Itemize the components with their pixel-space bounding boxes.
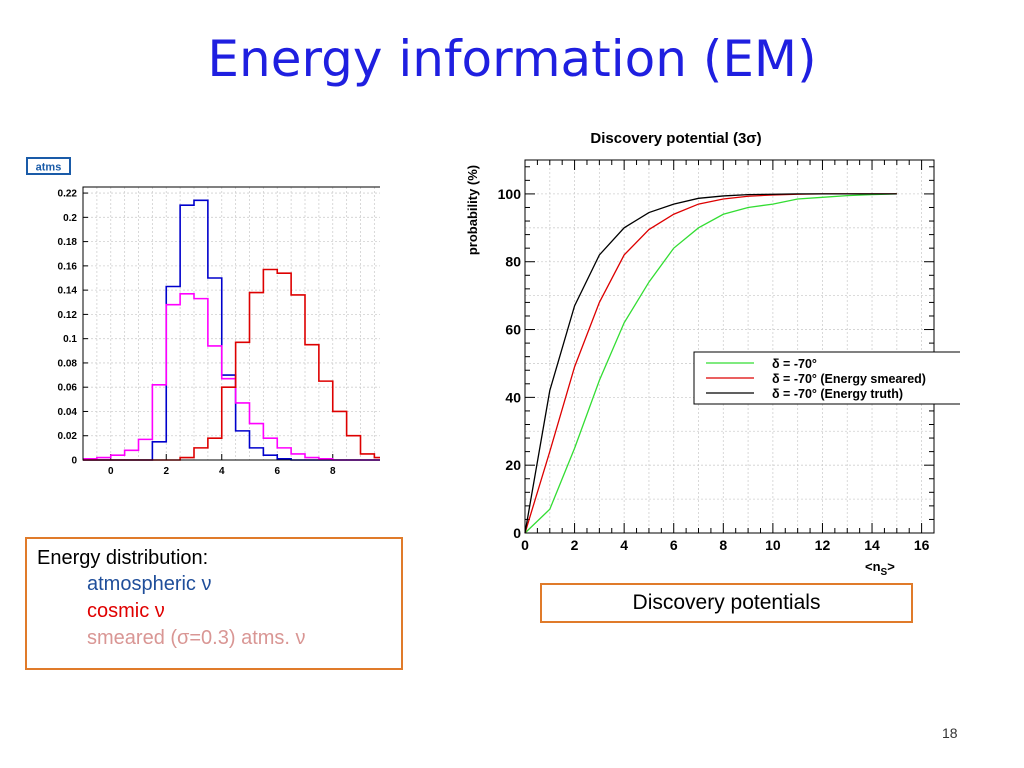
discovery-caption: Discovery potentials [540,583,913,623]
y-tick-label: 0.14 [58,286,78,297]
y-tick-label: 0 [513,525,521,541]
x-tick-label: 4 [219,466,225,477]
y-tick-label: 0.22 [58,189,78,200]
y-tick-label: 0.08 [58,358,78,369]
y-tick-label: 0.12 [58,310,78,321]
legend-label-1: δ = -70° (Energy smeared) [772,372,926,386]
histogram-grid [82,187,380,461]
energy-histogram-chart: atms 0 0.02 0.04 0.06 0.08 0.1 0.12 0.14 0.16 0.1… [26,157,380,477]
y-axis-label: probability (%) [465,165,480,255]
discovery-plot-area [525,160,934,533]
y-tick-label: 0.18 [58,237,78,248]
y-tick-label: 40 [505,389,521,405]
x-tick-label: 8 [719,537,727,553]
energy-distribution-heading: Energy distribution: [37,547,209,569]
x-tick-label: 0 [521,537,529,553]
discovery-ticks: 0 2 4 6 8 10 12 14 16 0 20 40 60 80 100 [498,160,935,553]
x-tick-label: 12 [815,537,831,553]
x-tick-label: 6 [670,537,678,553]
y-tick-label: 0.16 [58,261,78,272]
x-tick-label: 14 [864,537,880,553]
y-tick-label: 0.2 [63,213,77,224]
x-tick-label: 4 [620,537,628,553]
y-tick-label: 0 [71,456,77,467]
y-tick-label: 0.06 [58,383,78,394]
x-axis-label: <nS> [865,559,895,578]
x-tick-label: 10 [765,537,781,553]
x-tick-label: 6 [274,466,280,477]
stat-box [26,157,71,175]
legend-cosmic: cosmic ν [87,600,165,622]
discovery-frame [524,159,935,534]
discovery-series-2 [524,193,897,534]
legend-label-2: δ = -70° (Energy truth) [772,387,903,401]
y-tick-label: 0.04 [58,407,78,418]
x-tick-label: 8 [330,466,336,477]
histogram-ticks: 0 0.02 0.04 0.06 0.08 0.1 0.12 0.14 0.16 0.18 0.2 0… [58,189,336,477]
legend-label-0: δ = -70° [772,357,817,371]
legend-smeared: smeared (σ=0.3) atms. ν [87,627,306,649]
discovery-legend: δ = -70°δ = -70° (Energy smeared)δ = -70… [693,351,960,405]
x-tick-label: 0 [108,466,114,477]
histogram-frame [82,186,380,461]
y-tick-label: 60 [505,322,521,338]
x-tick-label: 16 [914,537,930,553]
stat-box-label: atms [36,162,62,174]
discovery-series [524,193,897,534]
discovery-chart-title: Discovery potential (3σ) [590,130,761,147]
legend-atmospheric: atmospheric ν [87,573,212,595]
y-tick-label: 0.02 [58,431,78,442]
histogram-plot-area [83,187,380,460]
y-tick-label: 0.1 [63,334,77,345]
page-number: 18 [942,725,958,741]
y-tick-label: 80 [505,254,521,270]
y-tick-label: 20 [505,457,521,473]
discovery-series-0 [524,193,897,534]
x-tick-label: 2 [163,466,169,477]
discovery-potential-chart: Discovery potential (3σ) probability (%)… [465,130,960,578]
slide-title: Energy information (EM) [207,30,817,88]
discovery-grid [524,159,934,534]
x-tick-label: 2 [571,537,579,553]
energy-distribution-box: Energy distribution: atmospheric ν cosmi… [25,537,403,670]
y-tick-label: 100 [498,186,522,202]
